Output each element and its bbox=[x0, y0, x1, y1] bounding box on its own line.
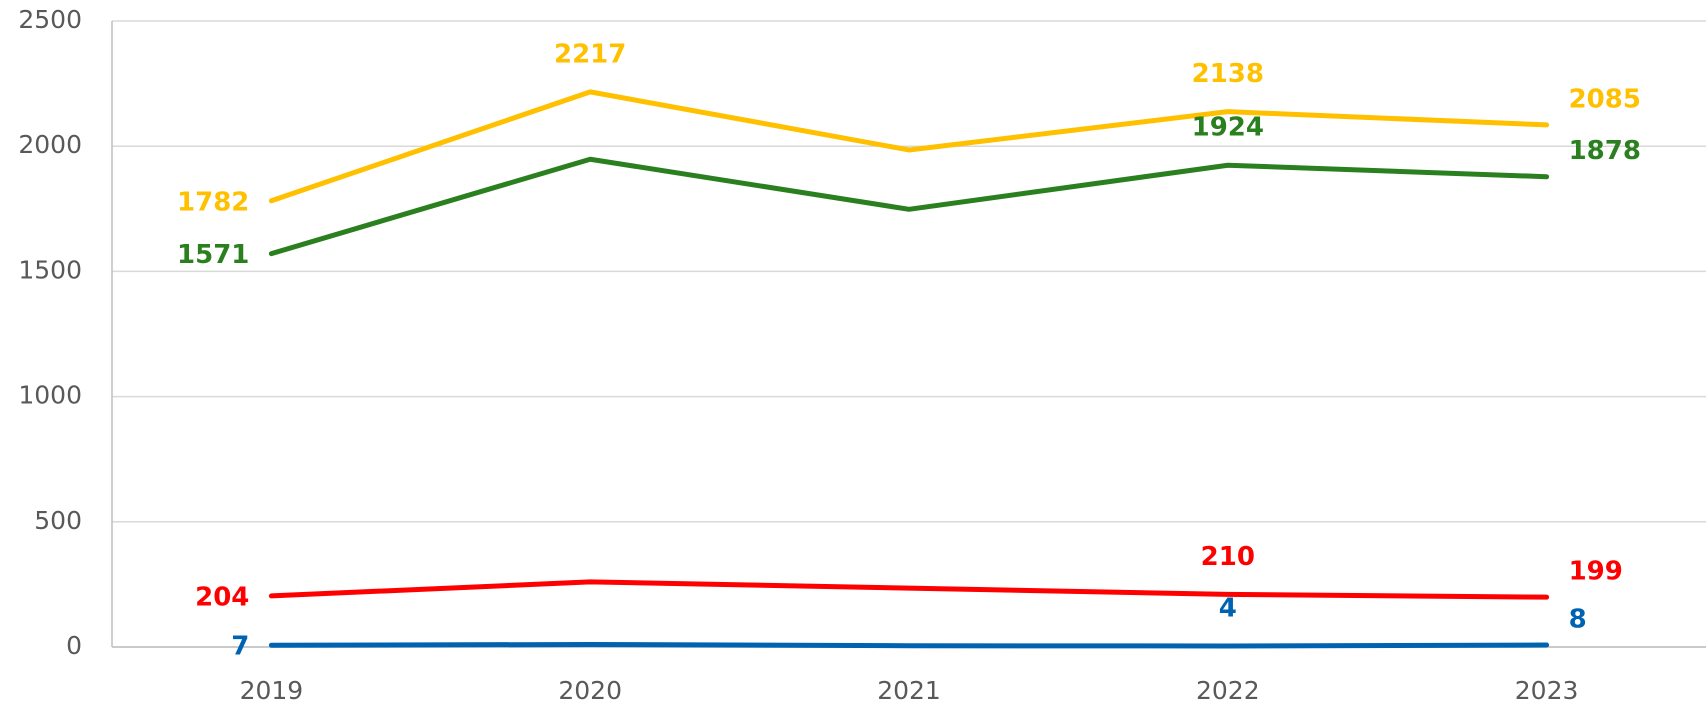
y-tick-label: 500 bbox=[34, 506, 82, 535]
data-label: 4 bbox=[1219, 593, 1237, 623]
y-tick-label: 1000 bbox=[18, 381, 82, 410]
data-label: 1924 bbox=[1192, 113, 1264, 143]
data-label: 7 bbox=[231, 632, 249, 662]
series-line bbox=[268, 641, 1550, 649]
data-label: 8 bbox=[1569, 604, 1587, 634]
data-label: 2138 bbox=[1192, 59, 1264, 89]
data-label: 2085 bbox=[1569, 84, 1641, 114]
x-tick-label: 2023 bbox=[1515, 676, 1579, 705]
y-tick-label: 2000 bbox=[18, 130, 82, 159]
x-tick-label: 2021 bbox=[877, 676, 941, 705]
series-line bbox=[268, 89, 1550, 204]
data-label: 204 bbox=[195, 582, 249, 612]
y-tick-label: 2500 bbox=[18, 5, 82, 34]
series-line bbox=[268, 156, 1550, 257]
x-tick-label: 2020 bbox=[558, 676, 622, 705]
data-label: 199 bbox=[1569, 557, 1623, 587]
data-label: 1571 bbox=[177, 240, 249, 270]
data-label: 210 bbox=[1201, 542, 1255, 572]
x-tick-label: 2022 bbox=[1196, 676, 1260, 705]
x-tick-label: 2019 bbox=[240, 676, 304, 705]
data-label: 2217 bbox=[554, 39, 626, 69]
y-tick-label: 1500 bbox=[18, 255, 82, 284]
series-line bbox=[268, 579, 1550, 600]
data-label: 1782 bbox=[177, 187, 249, 217]
data-label: 1878 bbox=[1569, 136, 1641, 166]
y-tick-label: 0 bbox=[66, 631, 82, 660]
